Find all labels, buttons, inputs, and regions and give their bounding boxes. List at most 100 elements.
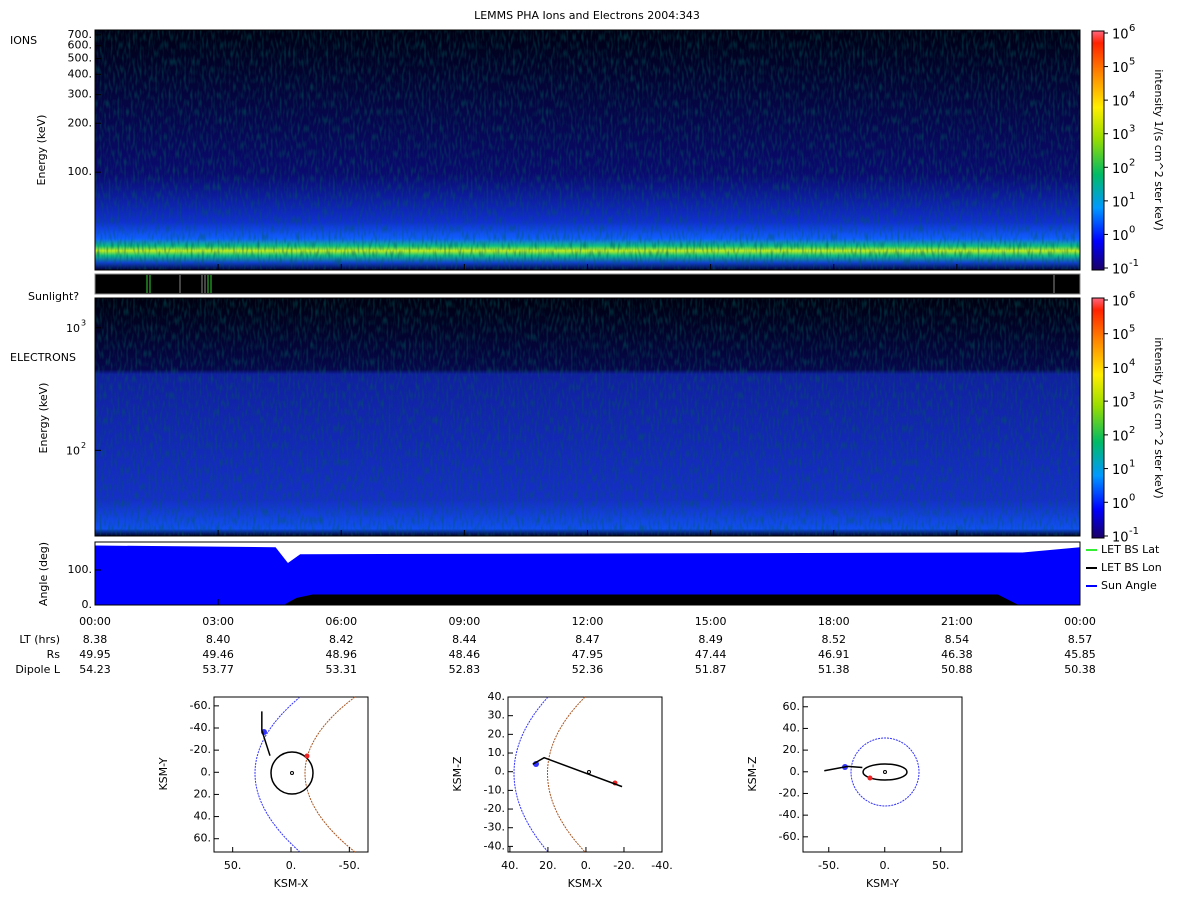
ephemeris-value: 8.57 bbox=[1068, 633, 1093, 646]
legend-label: Sun Angle bbox=[1101, 579, 1157, 592]
ephemeris-value: 49.46 bbox=[202, 648, 234, 661]
x-tick-label: 21:00 bbox=[941, 615, 973, 628]
boundaries bbox=[254, 696, 920, 853]
ephemeris-value: 53.31 bbox=[326, 663, 358, 676]
colorbar-tick-exponent: 1 bbox=[1129, 459, 1135, 470]
colorbar-tick-exponent: 2 bbox=[1129, 157, 1135, 168]
x-tick-label: 50. bbox=[224, 859, 242, 872]
x-tick-label: -50. bbox=[818, 859, 839, 872]
y-axis-label: KSM-Z bbox=[746, 756, 759, 792]
colorbar-tick-exponent: 6 bbox=[1129, 23, 1135, 34]
ephemeris-value: 50.88 bbox=[941, 663, 973, 676]
colorbar-tick-exponent: 2 bbox=[1129, 425, 1135, 436]
ephemeris-value: 46.91 bbox=[818, 648, 850, 661]
x-axis-label: KSM-X bbox=[568, 877, 603, 890]
y-tick-label: -40. bbox=[779, 808, 800, 821]
ephemeris-value: 8.47 bbox=[575, 633, 600, 646]
y-tick-label: 100. bbox=[68, 563, 93, 576]
ephemeris-value: 8.44 bbox=[452, 633, 477, 646]
y-axis-label: KSM-Z bbox=[451, 756, 464, 792]
ephemeris-label: Rs bbox=[47, 648, 61, 661]
x-axis-label: KSM-X bbox=[274, 877, 309, 890]
y-tick-label: -20. bbox=[779, 786, 800, 799]
ephemeris-value: 53.77 bbox=[202, 663, 234, 676]
angle-area bbox=[95, 545, 1080, 605]
ephemeris-value: 8.40 bbox=[206, 633, 231, 646]
y-tick-label: 30. bbox=[488, 709, 506, 722]
colorbar-tick-base: 10 bbox=[1112, 128, 1129, 143]
x-tick-label: 40. bbox=[501, 859, 519, 872]
colorbar-tick-exponent: 4 bbox=[1129, 357, 1135, 368]
ephemeris-value: 8.38 bbox=[83, 633, 108, 646]
ephemeris-value: 51.87 bbox=[695, 663, 727, 676]
orbit-loops bbox=[270, 751, 908, 795]
y-tick-label: 0. bbox=[82, 598, 93, 611]
x-tick-label: 20. bbox=[539, 859, 557, 872]
ephemeris-value: 8.49 bbox=[698, 633, 723, 646]
x-tick-label: -40. bbox=[651, 859, 672, 872]
legend-label: LET BS Lat bbox=[1101, 543, 1160, 556]
ephemeris-value: 8.42 bbox=[329, 633, 354, 646]
y-tick-label: -10. bbox=[484, 783, 505, 796]
y-tick-base: 10 bbox=[66, 444, 80, 457]
electron-colorbar bbox=[1091, 297, 1105, 539]
ephemeris-value: 47.95 bbox=[572, 648, 604, 661]
y-tick-label: 600. bbox=[68, 39, 93, 52]
trajectory bbox=[824, 765, 863, 772]
ephemeris-label: LT (hrs) bbox=[19, 633, 60, 646]
colorbar-tick-base: 10 bbox=[1112, 28, 1129, 43]
ephemeris-value: 8.54 bbox=[945, 633, 970, 646]
colorbar-tick-base: 10 bbox=[1112, 429, 1129, 444]
x-axis-label: KSM-Y bbox=[866, 877, 899, 890]
y-tick-label: -40. bbox=[190, 721, 211, 734]
ephemeris-value: 51.38 bbox=[818, 663, 850, 676]
y-tick-label: 0. bbox=[201, 765, 212, 778]
colorbar-tick-base: 10 bbox=[1112, 531, 1129, 546]
ion-colorbar bbox=[1091, 30, 1105, 271]
y-tick-label: -20. bbox=[190, 743, 211, 756]
x-tick-label: 0. bbox=[581, 859, 592, 872]
y-tick-label: 0. bbox=[495, 765, 506, 778]
ions-label: IONS bbox=[10, 34, 37, 47]
colorbar-tick-exponent: 3 bbox=[1129, 391, 1135, 402]
ephemeris-value: 52.36 bbox=[572, 663, 604, 676]
colorbar-tick-base: 10 bbox=[1112, 95, 1129, 110]
ephemeris-value: 50.38 bbox=[1064, 663, 1096, 676]
y-tick-exponent: 2 bbox=[81, 441, 86, 450]
colorbar-tick-exponent: -1 bbox=[1129, 258, 1139, 269]
y-tick-label: 10. bbox=[488, 746, 506, 759]
ephemeris-value: 8.52 bbox=[822, 633, 847, 646]
title: LEMMS PHA Ions and Electrons 2004:343 bbox=[474, 9, 700, 22]
y-tick-label: 40. bbox=[194, 810, 212, 823]
x-tick-label: 0. bbox=[879, 859, 890, 872]
colorbar-tick-base: 10 bbox=[1112, 497, 1129, 512]
y-tick-label: 200. bbox=[68, 116, 93, 129]
colorbar-tick-exponent: 4 bbox=[1129, 90, 1135, 101]
colorbar-tick-base: 10 bbox=[1112, 295, 1129, 310]
y-tick-label: 40. bbox=[488, 690, 506, 703]
ephemeris-value: 47.44 bbox=[695, 648, 727, 661]
colorbar-tick-exponent: -1 bbox=[1129, 526, 1139, 537]
y-tick-label: 100. bbox=[68, 165, 93, 178]
y-tick-label: 500. bbox=[68, 52, 93, 65]
y-tick-label: -60. bbox=[779, 830, 800, 843]
colorbar-tick-base: 10 bbox=[1112, 229, 1129, 244]
colorbar-tick-base: 10 bbox=[1112, 396, 1129, 411]
x-tick-label: 00:00 bbox=[1064, 615, 1096, 628]
colorbar-tick-exponent: 6 bbox=[1129, 290, 1135, 301]
legend-label: LET BS Lon bbox=[1101, 561, 1162, 574]
x-tick-label: 0. bbox=[286, 859, 297, 872]
sunlight-strip bbox=[94, 273, 1081, 295]
ephemeris-value: 45.85 bbox=[1064, 648, 1096, 661]
ephemeris-value: 48.96 bbox=[326, 648, 358, 661]
electrons-label: ELECTRONS bbox=[10, 351, 76, 364]
colorbar-label: intensity 1/(s cm^2 ster keV) bbox=[1152, 337, 1165, 498]
x-tick-label: 15:00 bbox=[695, 615, 727, 628]
y-tick-label: 20. bbox=[488, 727, 506, 740]
colorbar-label: intensity 1/(s cm^2 ster keV) bbox=[1152, 69, 1165, 230]
sunlight-label: Sunlight? bbox=[28, 290, 79, 303]
ion-speckle bbox=[95, 30, 1080, 270]
y-tick-base: 10 bbox=[66, 322, 80, 335]
y-axis-label: Angle (deg) bbox=[37, 542, 50, 606]
y-tick-label: 60. bbox=[783, 700, 801, 713]
